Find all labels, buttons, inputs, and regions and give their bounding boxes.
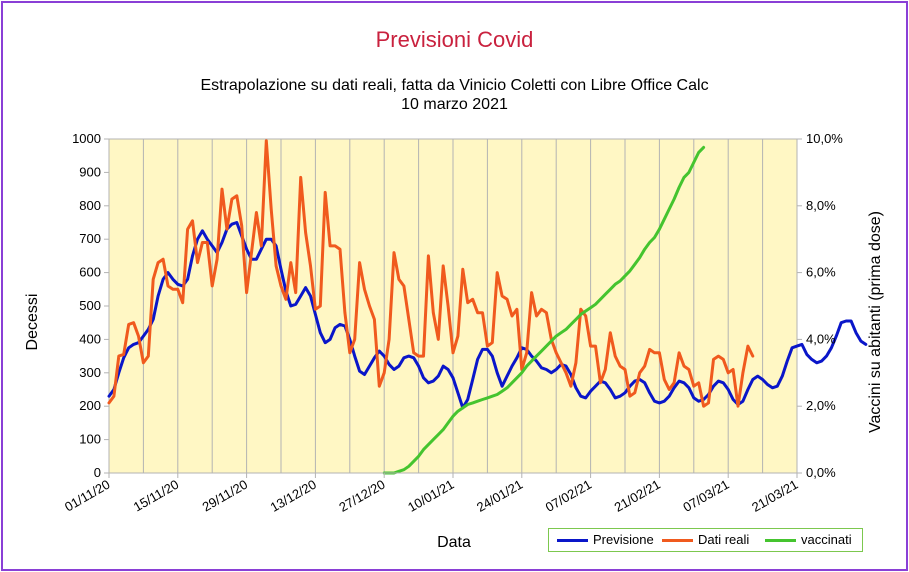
y-right-tick-label: 0,0% xyxy=(806,465,836,480)
y-right-tick-label: 4,0% xyxy=(806,331,836,346)
x-tick-label: 01/11/20 xyxy=(62,477,112,515)
legend-swatch-previsione xyxy=(557,539,588,542)
y-left-tick-label: 0 xyxy=(94,465,101,480)
legend-swatch-dati-reali xyxy=(662,539,693,542)
x-axis-label: Data xyxy=(437,534,471,551)
x-tick-label: 13/12/20 xyxy=(268,477,319,515)
y-right-tick-label: 8,0% xyxy=(806,198,836,213)
series-line-vaccinati xyxy=(382,145,706,475)
y-left-tick-label: 600 xyxy=(79,265,101,280)
series-layer xyxy=(107,139,868,475)
legend-swatch-vaccinati xyxy=(765,539,796,542)
y-left-tick-label: 900 xyxy=(79,164,101,179)
y-left-tick-label: 700 xyxy=(79,231,101,246)
y-right-tick-label: 6,0% xyxy=(806,265,836,280)
y-left-tick-label: 200 xyxy=(79,398,101,413)
legend-label-previsione: Previsione xyxy=(593,532,654,547)
y-left-tick-label: 1000 xyxy=(72,131,101,146)
x-tick-label: 15/11/20 xyxy=(131,477,181,515)
legend-label-vaccinati: vaccinati xyxy=(801,532,852,547)
legend-label-dati-reali: Dati reali xyxy=(698,532,750,547)
grid-lines xyxy=(108,139,798,473)
chart-date: 10 marzo 2021 xyxy=(401,96,508,113)
y-left-tick-label: 800 xyxy=(79,198,101,213)
y-right-tick-label: 10,0% xyxy=(806,131,843,146)
series-line-dati-reali xyxy=(107,139,755,408)
legend: Previsione Dati reali vaccinati xyxy=(548,528,863,552)
y-axis-left-label: Decessi xyxy=(24,294,41,351)
y-left-tick-label: 500 xyxy=(79,298,101,313)
y-left-tick-label: 100 xyxy=(79,432,101,447)
x-tick-label: 24/01/21 xyxy=(474,477,525,515)
x-tick-label: 21/03/21 xyxy=(749,477,800,515)
x-tick-label: 27/12/20 xyxy=(336,477,387,515)
x-tick-label: 07/03/21 xyxy=(680,477,731,515)
x-tick-label: 10/01/21 xyxy=(405,477,456,515)
y-left-tick-label: 400 xyxy=(79,331,101,346)
chart-title: Previsioni Covid xyxy=(375,27,534,52)
x-tick-label: 07/02/21 xyxy=(543,477,594,515)
x-tick-label: 21/02/21 xyxy=(612,477,663,515)
x-tick-label: 29/11/20 xyxy=(200,477,250,515)
y-right-tick-label: 2,0% xyxy=(806,398,836,413)
y-axis-right-label: Vaccini su abitanti (prima dose) xyxy=(867,211,884,433)
chart-subtitle: Estrapolazione su dati reali, fatta da V… xyxy=(200,77,709,94)
y-left-tick-label: 300 xyxy=(79,365,101,380)
